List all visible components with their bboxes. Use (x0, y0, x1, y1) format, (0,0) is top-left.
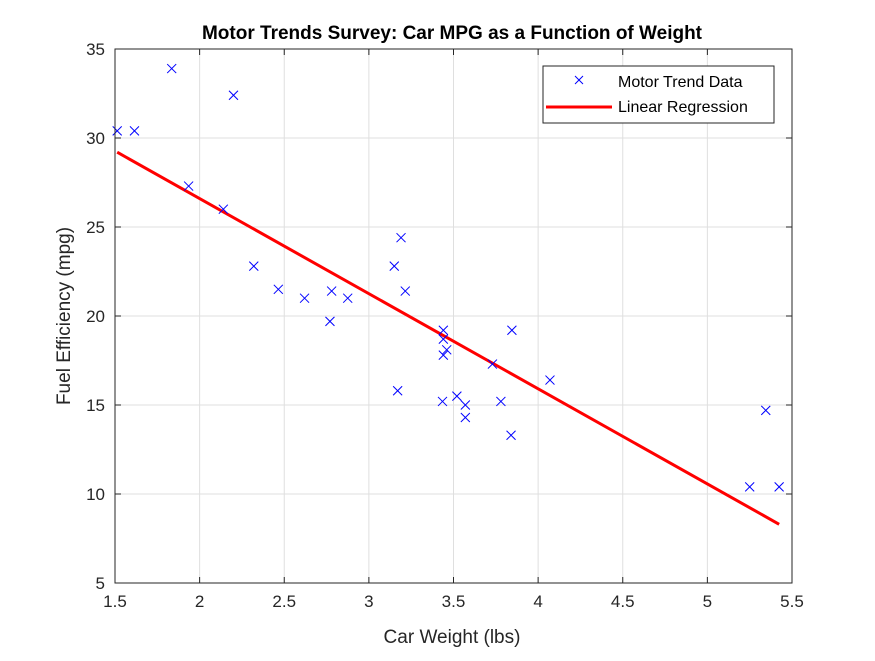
y-axis-label: Fuel Efficiency (mpg) (54, 227, 75, 405)
data-point (342, 293, 353, 304)
data-point (438, 325, 449, 336)
data-point (129, 126, 140, 136)
data-point (496, 396, 506, 407)
data-point (218, 204, 229, 215)
plot-area: 1.5 2 2.5 3 3.5 4 4.5 5 5.5 5 10 15 20 25 30 35 (86, 40, 804, 611)
y-tick-label: 20 (86, 307, 105, 326)
x-tick-label: 5.5 (780, 592, 804, 611)
data-point (441, 344, 452, 355)
data-point (438, 334, 449, 344)
data-point (545, 375, 555, 385)
data-point (248, 261, 259, 272)
legend-marker-x-icon (574, 75, 584, 85)
data-point (273, 284, 284, 295)
data-point (506, 430, 516, 441)
data-point (396, 232, 406, 243)
chart-title: Motor Trends Survey: Car MPG as a Functi… (202, 23, 703, 44)
data-point (392, 385, 403, 396)
legend-label-linear-regression: Linear Regression (618, 99, 748, 116)
data-point (452, 391, 462, 401)
data-point (325, 316, 335, 327)
data-point (389, 261, 400, 272)
y-tick-label: 15 (86, 396, 105, 415)
y-tick-label: 30 (86, 129, 105, 148)
data-point (487, 359, 498, 369)
x-tick-label: 2 (195, 592, 204, 611)
data-point (438, 350, 449, 361)
data-point (400, 286, 411, 296)
series (112, 63, 784, 526)
data-point (744, 482, 755, 492)
legend: Motor Trend Data Linear Regression (542, 65, 775, 124)
x-tick-label: 4.5 (611, 592, 635, 611)
y-tick-label: 5 (96, 574, 105, 593)
data-point (460, 412, 471, 423)
x-tick-label: 5 (703, 592, 712, 611)
data-point (774, 482, 784, 492)
x-tick-label: 2.5 (272, 592, 296, 611)
x-tick-label: 4 (533, 592, 542, 611)
data-point (228, 90, 239, 101)
data-point (460, 400, 471, 410)
x-tick-label: 1.5 (103, 592, 127, 611)
ticks: 1.5 2 2.5 3 3.5 4 4.5 5 5.5 5 10 15 20 25 30 35 (86, 40, 804, 611)
y-tick-label: 10 (86, 485, 105, 504)
legend-box (542, 65, 775, 124)
legend-entry-motor-trend-data: Motor Trend Data (574, 74, 743, 91)
y-tick-label: 25 (86, 218, 105, 237)
legend-entry-linear-regression: Linear Regression (546, 99, 748, 116)
regression-line (116, 150, 780, 526)
data-point (183, 181, 194, 191)
data-point (166, 63, 177, 74)
data-point (507, 325, 517, 336)
data-point (326, 286, 337, 296)
data-point (437, 396, 448, 407)
x-tick-label: 3 (364, 592, 373, 611)
x-axis-label: Car Weight (lbs) (384, 627, 521, 648)
y-tick-label: 35 (86, 40, 105, 59)
data-point (299, 293, 310, 304)
x-tick-label: 3.5 (442, 592, 466, 611)
data-point (760, 405, 771, 416)
data-point (112, 126, 123, 136)
legend-label-motor-trend-data: Motor Trend Data (618, 74, 743, 91)
